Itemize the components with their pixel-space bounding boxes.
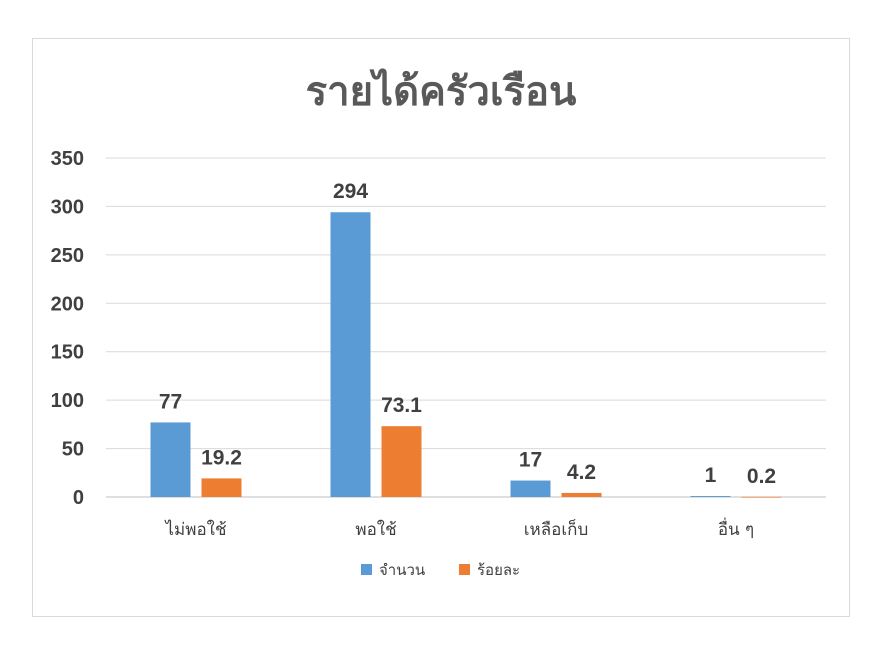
y-axis-ticks: 0 50 100 150 200 250 300 350 [51,148,84,509]
chart-frame [32,38,850,617]
data-label: 1 [705,464,717,487]
data-label: 19.2 [201,446,242,469]
y-tick-label: 350 [51,148,84,170]
y-tick-label: 100 [51,390,84,412]
data-label: 73.1 [381,394,422,417]
data-label: 4.2 [567,461,596,484]
bar-count [690,496,731,497]
y-tick-label: 50 [62,439,84,461]
y-tick-label: 250 [51,245,84,267]
bars [150,212,782,498]
x-axis-ticks: ไม่พอใช้ พอใช้ เหลือเก็บ อื่น ๆ [163,517,754,540]
data-labels: 77 19.2 294 73.1 17 4.2 1 0.2 [159,180,776,488]
bar-count [330,212,371,498]
y-tick-label: 150 [51,342,84,364]
x-tick-label: อื่น ๆ [718,517,754,540]
data-label: 294 [333,180,368,203]
bar-percent [741,496,782,498]
x-tick-label: ไม่พอใช้ [163,519,226,540]
data-label: 0.2 [747,465,776,488]
bar-percent [381,426,422,497]
bar-percent [201,478,242,497]
data-label: 17 [519,449,542,472]
bar-percent [561,492,602,497]
x-tick-label: พอใช้ [355,519,396,540]
y-tick-label: 200 [51,293,84,315]
y-tick-label: 0 [73,487,84,509]
legend-label: ร้อยละ [477,561,520,579]
legend-swatch [459,564,470,575]
y-tick-label: 300 [51,196,84,218]
bar-count [510,480,551,497]
legend-swatch [361,564,372,575]
legend: จำนวน ร้อยละ [361,561,520,579]
legend-label: จำนวน [379,561,425,579]
x-tick-label: เหลือเก็บ [524,518,589,540]
chart-title: รายได้ครัวเรือน [306,68,577,115]
data-label: 77 [159,390,182,413]
bar-count [150,422,191,497]
